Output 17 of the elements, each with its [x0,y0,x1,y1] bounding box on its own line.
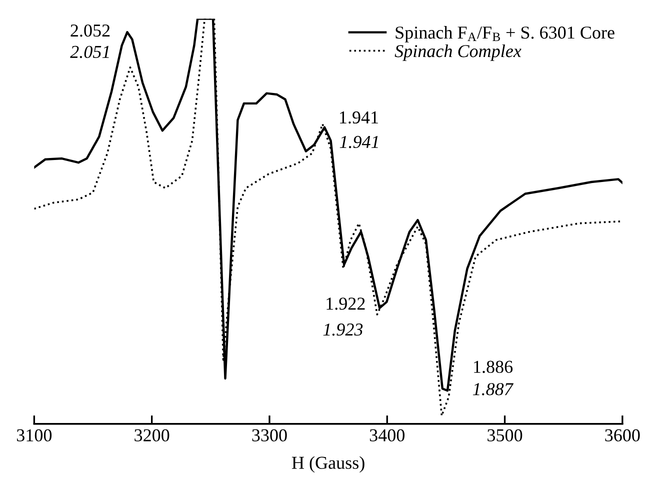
annotation: 1.923 [323,324,363,336]
annotation: 1.941 [340,111,378,124]
x-axis-title: H (Gauss) [292,456,364,473]
legend-label: Spinach Complex [394,44,522,61]
annotation: 1.887 [472,383,514,396]
annotation: 1.886 [474,360,513,374]
x-tick-label: 3500 [488,429,522,442]
x-tick-label: 3200 [134,429,170,442]
x-tick-label: 3300 [252,429,287,442]
annotation: 1.941 [340,136,378,148]
x-tick-label: 3600 [605,429,640,442]
legend-label: Spinach F$_{A}$/F$_{B}$ + S. 6301 Core [396,26,614,42]
annotation: 2.052 [70,24,110,37]
x-tick-label: 3400 [370,429,404,442]
annotation: 1.922 [326,298,365,310]
annotation: 2.051 [70,46,109,58]
x-tick-label: 3100 [16,429,52,442]
